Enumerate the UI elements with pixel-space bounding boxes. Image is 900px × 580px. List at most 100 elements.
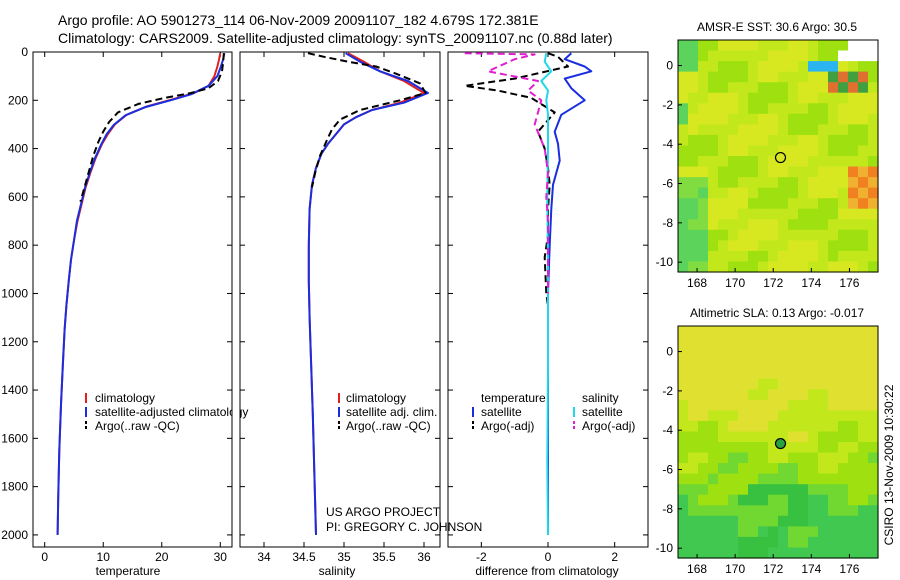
map-cell [858,526,869,538]
map-cell [688,92,699,104]
map-cell [788,166,799,178]
map-cell [828,240,839,252]
map-cell [798,442,809,454]
map-cell [688,378,699,390]
map-cell [848,547,859,559]
map-cell [868,229,879,241]
map-cell [758,536,769,548]
map-cell [758,145,769,157]
map-cell [708,442,719,454]
map-cell [778,484,789,496]
x-tick-label: 34 [257,550,271,564]
map-cell [858,547,869,559]
map-cell [818,187,829,199]
series-satellite [307,52,429,535]
map-cell [698,50,709,62]
map-cell [808,347,819,359]
map-cell [808,336,819,348]
map-cell [798,399,809,411]
map-cell [798,145,809,157]
map-cell [838,145,849,157]
map-cell [798,61,809,73]
map-cell [818,113,829,125]
map-cell [808,452,819,464]
map-y-tick-label: -10 [656,541,674,555]
map-cell [768,484,779,496]
map-cell [758,92,769,104]
map-cell [868,431,879,443]
map-cell [818,166,829,178]
map-cell [758,473,769,485]
map-cell [788,71,799,83]
map-cell [798,156,809,168]
map-cell [708,473,719,485]
map-cell [738,452,749,464]
map-cell [818,420,829,432]
map-cell [738,103,749,115]
map-cell [728,347,739,359]
map-cell [718,103,729,115]
project-credit: US ARGO PROJECT [326,505,441,519]
map-cell [868,250,879,262]
map-cell [708,145,719,157]
map-cell [858,505,869,517]
map-cell [798,547,809,559]
map-cell [858,378,869,390]
map-cell [678,399,689,411]
map-cell [778,177,789,189]
series-climatology [307,52,425,535]
map-cell [868,71,879,83]
map-cell [798,82,809,94]
map-cell [828,452,839,464]
map-cell [818,526,829,538]
header-line-2: Climatology: CARS2009. Satellite-adjuste… [58,30,613,46]
map-cell [778,113,789,125]
map-cell [708,261,719,273]
map-cell [818,515,829,527]
map-cell [728,134,739,146]
map-cell [738,536,749,548]
map-cell [848,187,859,199]
map-cell [678,484,689,496]
map-cell [828,208,839,220]
map-cell [838,357,849,369]
map-cell [708,347,719,359]
map-cell [738,473,749,485]
map-cell [758,368,769,380]
map-cell [788,219,799,231]
map-cell [688,198,699,210]
map-cell [708,187,719,199]
legend-label-sal-satellite: satellite [582,405,623,419]
map-cell [838,40,849,52]
map-cell [848,452,859,464]
map-cell [698,526,709,538]
legend-label-argo: Argo(..raw -QC) [346,419,431,433]
map-cell [828,82,839,94]
map-y-tick-label: -6 [662,177,673,191]
map-cell [758,250,769,262]
map-cell [858,494,869,506]
map-cell [738,71,749,83]
map-cell [788,357,799,369]
map-cell [738,357,749,369]
map-cell [818,368,829,380]
map-cell [838,378,849,390]
map-cell [768,145,779,157]
map-cell [858,399,869,411]
map-cell [708,82,719,94]
map-cell [808,198,819,210]
map-cell [758,124,769,136]
map-cell [778,431,789,443]
map-cell [708,177,719,189]
map-cell [848,261,859,273]
map-cell [718,399,729,411]
map-cell [848,431,859,443]
map-cell [708,166,719,178]
map-cell [718,145,729,157]
map-cell [838,187,849,199]
map-cell [728,368,739,380]
map-cell [868,378,879,390]
map-cell [708,484,719,496]
map-cell [698,113,709,125]
map-cell [688,473,699,485]
